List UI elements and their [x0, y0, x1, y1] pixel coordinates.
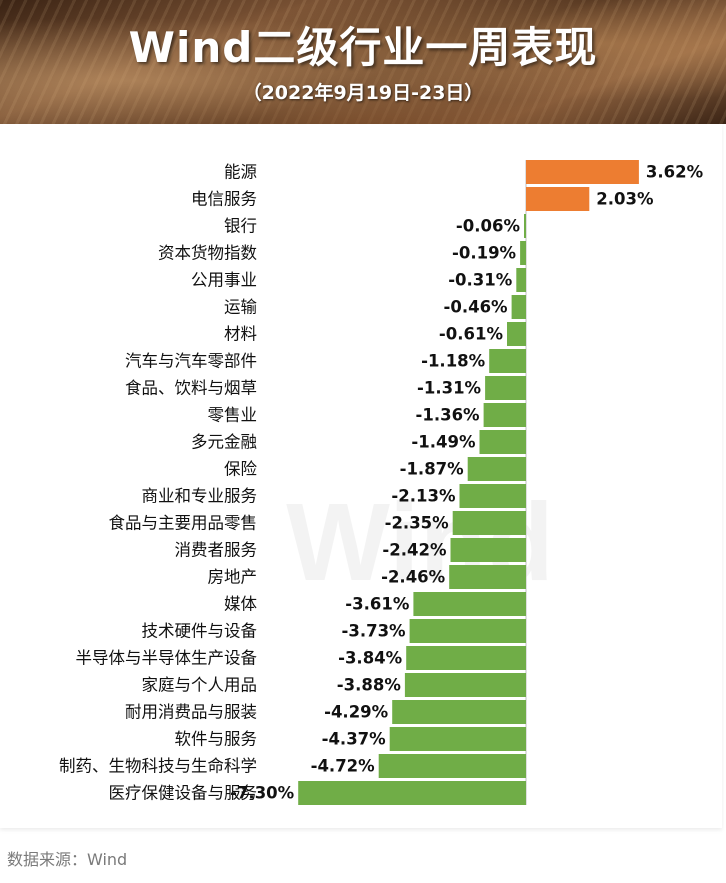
bar-22 — [378, 754, 526, 778]
page-subtitle: （2022年9月19日-23日） — [242, 82, 484, 104]
value-label-20: -4.29% — [324, 703, 389, 722]
category-label-7: 汽车与汽车零部件 — [125, 352, 257, 371]
bar-7 — [489, 349, 526, 373]
category-label-3: 资本货物指数 — [158, 244, 258, 263]
value-label-15: -2.46% — [381, 568, 446, 587]
category-label-9: 零售业 — [208, 406, 258, 425]
category-label-2: 银行 — [224, 217, 257, 236]
bar-9 — [483, 403, 526, 427]
value-label-6: -0.61% — [439, 325, 504, 344]
category-label-22: 制药、生物科技与生命科学 — [59, 757, 257, 776]
bar-17 — [409, 619, 526, 643]
bar-13 — [452, 511, 526, 535]
bar-2 — [524, 214, 526, 238]
category-label-8: 食品、饮料与烟草 — [125, 379, 257, 398]
page-title: Wind二级行业一周表现 — [128, 23, 598, 72]
value-label-23: -7.30% — [230, 784, 295, 803]
bar-18 — [406, 646, 526, 670]
bar-21 — [389, 727, 526, 751]
bar-12 — [459, 484, 526, 508]
value-label-7: -1.18% — [421, 352, 486, 371]
category-label-11: 保险 — [224, 460, 258, 479]
value-label-3: -0.19% — [452, 244, 517, 263]
bar-15 — [449, 565, 526, 589]
chart-panel: Wind 能源电信服务银行资本货物指数公用事业运输材料汽车与汽车零部件食品、饮料… — [0, 124, 722, 828]
bar-5 — [511, 295, 526, 319]
value-label-8: -1.31% — [417, 379, 482, 398]
value-label-19: -3.88% — [337, 676, 402, 695]
value-label-5: -0.46% — [444, 298, 509, 317]
value-label-9: -1.36% — [416, 406, 481, 425]
category-label-16: 媒体 — [224, 595, 258, 614]
bar-23 — [298, 781, 526, 805]
value-label-10: -1.49% — [411, 433, 476, 452]
category-label-20: 耐用消费品与服装 — [125, 703, 257, 722]
bar-10 — [479, 430, 526, 454]
bar-3 — [520, 241, 526, 265]
value-label-18: -3.84% — [338, 649, 403, 668]
value-label-0: 3.62% — [646, 163, 704, 182]
category-label-5: 运输 — [224, 298, 258, 317]
bar-0 — [526, 160, 639, 184]
bar-8 — [485, 376, 526, 400]
bar-16 — [413, 592, 526, 616]
category-label-1: 电信服务 — [191, 190, 257, 209]
value-label-1: 2.03% — [596, 190, 654, 209]
bar-20 — [392, 700, 526, 724]
category-label-10: 多元金融 — [191, 433, 257, 452]
bar-11 — [467, 457, 526, 481]
category-label-13: 食品与主要用品零售 — [109, 514, 258, 533]
value-label-14: -2.42% — [382, 541, 447, 560]
value-labels: 3.62% 2.03% -0.06% -0.19% -0.31% -0.46% -0.61%… — [230, 163, 704, 803]
bar-4 — [516, 268, 526, 292]
bar-1 — [526, 187, 590, 211]
category-label-18: 半导体与半导体生产设备 — [76, 649, 258, 668]
category-label-12: 商业和专业服务 — [142, 487, 258, 506]
category-labels: 能源电信服务银行资本货物指数公用事业运输材料汽车与汽车零部件食品、饮料与烟草零售… — [59, 163, 258, 803]
category-label-23: 医疗保健设备与服务 — [109, 784, 258, 803]
category-label-19: 家庭与个人用品 — [142, 676, 258, 695]
category-label-14: 消费者服务 — [175, 541, 258, 560]
value-label-11: -1.87% — [400, 460, 465, 479]
value-label-21: -4.37% — [322, 730, 387, 749]
category-label-4: 公用事业 — [191, 271, 257, 290]
bar-chart: 能源电信服务银行资本货物指数公用事业运输材料汽车与汽车零部件食品、饮料与烟草零售… — [59, 160, 704, 805]
value-label-16: -3.61% — [345, 595, 410, 614]
category-label-15: 房地产 — [208, 568, 258, 587]
category-label-6: 材料 — [224, 325, 257, 344]
value-label-22: -4.72% — [311, 757, 376, 776]
bar-6 — [507, 322, 526, 346]
header-banner: Wind二级行业一周表现 （2022年9月19日-23日） — [0, 0, 726, 124]
value-label-17: -3.73% — [342, 622, 407, 641]
data-source-note: 数据来源：Wind — [7, 850, 128, 869]
category-label-17: 技术硬件与设备 — [142, 622, 258, 641]
bar-19 — [404, 673, 526, 697]
bars-layer — [298, 160, 639, 805]
category-label-21: 软件与服务 — [175, 730, 258, 749]
value-label-13: -2.35% — [385, 514, 450, 533]
category-label-0: 能源 — [224, 163, 257, 182]
value-label-4: -0.31% — [448, 271, 513, 290]
value-label-12: -2.13% — [391, 487, 456, 506]
value-label-2: -0.06% — [456, 217, 521, 236]
bar-14 — [450, 538, 526, 562]
